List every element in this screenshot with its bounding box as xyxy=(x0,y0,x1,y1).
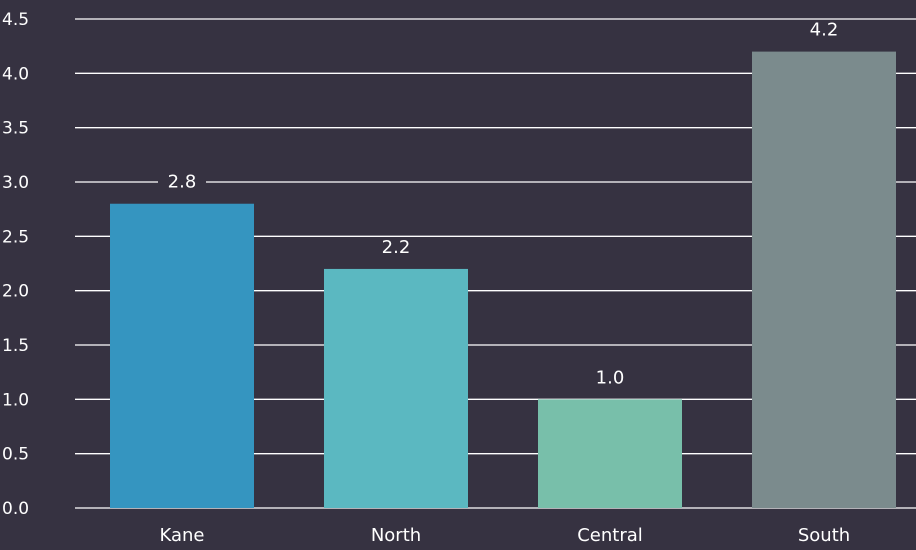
bar-kane xyxy=(110,203,254,508)
bar-central xyxy=(538,399,682,508)
bar-north xyxy=(324,268,468,508)
y-tick-label: 4.0 xyxy=(2,64,29,84)
y-tick-label: 2.5 xyxy=(2,227,29,247)
y-tick-label: 1.0 xyxy=(2,390,29,410)
bar-value-label: 4.2 xyxy=(810,20,839,41)
x-category-label: Central xyxy=(577,525,643,546)
bars xyxy=(110,51,896,508)
bar-value-label: 1.0 xyxy=(596,367,625,388)
y-tick-label: 3.0 xyxy=(2,173,29,193)
y-tick-label: 4.5 xyxy=(2,10,29,30)
x-category-label: South xyxy=(798,525,850,546)
x-category-label: North xyxy=(371,525,421,546)
value-labels: 2.8 2.2 1.0 4.2 xyxy=(168,20,839,389)
y-tick-label: 1.5 xyxy=(2,336,29,356)
y-tick-label: 3.5 xyxy=(2,119,29,139)
y-tick-label: 2.0 xyxy=(2,282,29,302)
y-tick-label: 0.5 xyxy=(2,445,29,465)
bar-south xyxy=(752,51,896,508)
y-axis-ticks: 0.0 0.5 1.0 1.5 2.0 2.5 3.0 3.5 4.0 4.5 xyxy=(2,10,29,519)
bar-value-label: 2.8 xyxy=(168,172,197,193)
x-category-label: Kane xyxy=(160,525,205,546)
x-axis-categories: Kane North Central South xyxy=(160,525,851,546)
bar-value-label: 2.2 xyxy=(382,237,411,258)
y-tick-label: 0.0 xyxy=(2,499,29,519)
